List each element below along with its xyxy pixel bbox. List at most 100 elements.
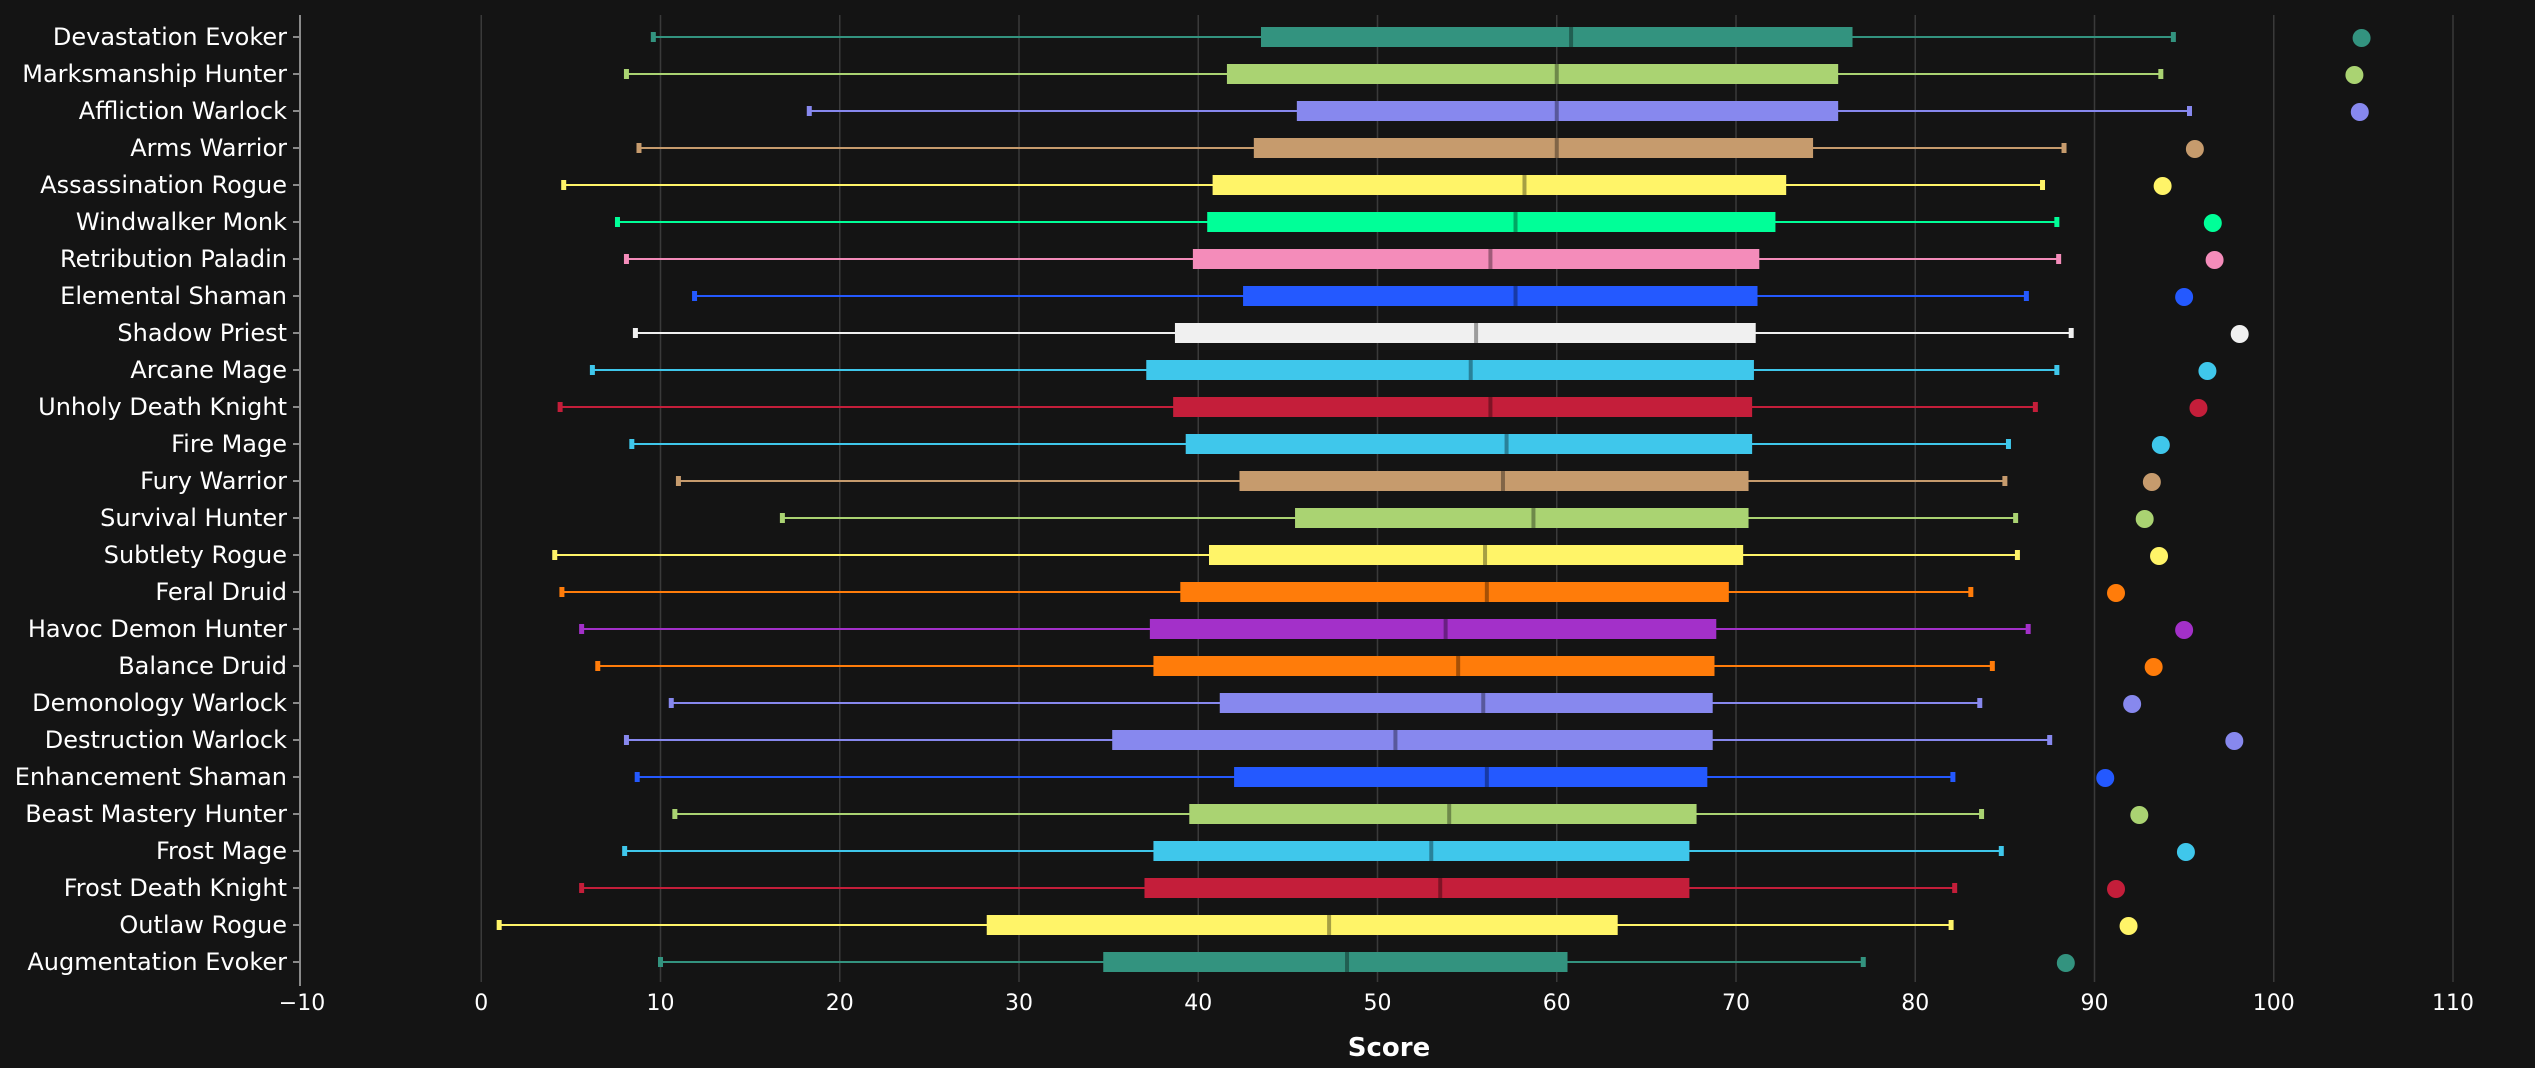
median-line <box>1474 323 1479 343</box>
category-label: Balance Druid <box>118 652 287 680</box>
category-label: Retribution Paladin <box>60 245 287 273</box>
top-score-point <box>2345 66 2364 84</box>
whisker-min-cap <box>622 846 628 856</box>
whisker-max-cap <box>1860 957 1866 967</box>
box-row: Arms Warrior <box>130 134 2204 162</box>
iqr-box <box>1209 545 1744 565</box>
category-label: Survival Hunter <box>100 504 287 532</box>
iqr-box <box>1189 804 1697 824</box>
box-series: Devastation Evoker Marksmanship Hunter Aff… <box>15 23 2371 976</box>
box-row: Fury Warrior <box>140 467 2161 495</box>
x-tick-label: 10 <box>647 991 675 1016</box>
whisker-min-cap <box>623 69 629 79</box>
median-line <box>1488 249 1493 269</box>
whisker-min-cap <box>672 809 678 819</box>
median-line <box>1554 101 1559 121</box>
whisker-min-cap <box>650 32 656 42</box>
x-tick-label: 20 <box>826 991 854 1016</box>
median-line <box>1554 138 1559 158</box>
box-row: Unholy Death Knight <box>38 393 2208 421</box>
top-score-point <box>2123 695 2142 713</box>
whisker-max-cap <box>1968 587 1974 597</box>
category-label: Marksmanship Hunter <box>22 60 287 88</box>
whisker-min-cap <box>675 476 681 486</box>
top-score-point <box>2096 769 2115 787</box>
top-score-point <box>2189 399 2208 417</box>
x-axis-title: Score <box>1348 1033 1430 1063</box>
iqr-box <box>1173 397 1753 417</box>
whisker-min-cap <box>579 624 585 634</box>
iqr-box <box>1185 434 1753 454</box>
category-label: Shadow Priest <box>117 319 287 347</box>
whisker-min-cap <box>559 587 565 597</box>
iqr-box <box>1153 656 1715 676</box>
box-row: Balance Druid <box>118 652 2163 680</box>
x-tick-label: 30 <box>1005 991 1033 1016</box>
top-score-point <box>2144 658 2163 676</box>
top-score-point <box>2107 880 2126 898</box>
median-line <box>1484 767 1489 787</box>
category-label: Arcane Mage <box>130 356 287 384</box>
category-label: Devastation Evoker <box>53 23 287 51</box>
x-tick-label: 50 <box>1364 991 1392 1016</box>
iqr-box <box>1144 878 1690 898</box>
top-score-point <box>2230 325 2249 343</box>
top-score-point <box>2151 436 2170 454</box>
whisker-min-cap <box>636 143 642 153</box>
whisker-max-cap <box>2158 69 2164 79</box>
whisker-max-cap <box>2170 32 2176 42</box>
category-label: Fury Warrior <box>140 467 287 495</box>
iqr-box <box>1226 64 1839 84</box>
x-tick-label: 100 <box>2253 991 2295 1016</box>
category-label: Elemental Shaman <box>60 282 287 310</box>
iqr-box <box>1212 175 1787 195</box>
whisker-min-cap <box>623 254 629 264</box>
x-tick-label: 60 <box>1543 991 1571 1016</box>
category-label: Destruction Warlock <box>45 726 287 754</box>
whisker-min-cap <box>634 772 640 782</box>
top-score-point <box>2225 732 2244 750</box>
category-label: Feral Druid <box>155 578 287 606</box>
whisker-max-cap <box>1948 920 1954 930</box>
box-row: Outlaw Rogue <box>119 911 2138 939</box>
x-tick-label: 110 <box>2432 991 2474 1016</box>
category-label: Windwalker Monk <box>76 208 287 236</box>
box-row: Enhancement Shaman <box>15 763 2115 791</box>
box-row: Shadow Priest <box>117 319 2249 347</box>
whisker-min-cap <box>579 883 585 893</box>
median-line <box>1438 878 1443 898</box>
iqr-box <box>986 915 1618 935</box>
whisker-max-cap <box>2054 365 2060 375</box>
whisker-min-cap <box>561 180 567 190</box>
whisker-min-cap <box>668 698 674 708</box>
whisker-max-cap <box>1998 846 2004 856</box>
whisker-max-cap <box>2023 291 2029 301</box>
top-score-point <box>2175 288 2194 306</box>
median-line <box>1554 64 1559 84</box>
box-row: Augmentation Evoker <box>27 948 2075 976</box>
category-label: Affliction Warlock <box>79 97 287 125</box>
whisker-max-cap <box>2187 106 2193 116</box>
whisker-max-cap <box>2047 735 2053 745</box>
iqr-box <box>1146 360 1754 380</box>
box-row: Demonology Warlock <box>32 689 2142 717</box>
x-tick-label: 40 <box>1184 991 1212 1016</box>
iqr-box <box>1174 323 1756 343</box>
median-line <box>1484 582 1489 602</box>
top-score-point <box>2185 140 2204 158</box>
whisker-max-cap <box>2040 180 2046 190</box>
whisker-max-cap <box>2013 513 2019 523</box>
category-label: Augmentation Evoker <box>27 948 287 976</box>
median-line <box>1531 508 1536 528</box>
whisker-max-cap <box>2005 439 2011 449</box>
top-score-point <box>2142 473 2161 491</box>
iqr-box <box>1192 249 1760 269</box>
box-row: Assassination Rogue <box>40 171 2172 199</box>
category-label: Outlaw Rogue <box>119 911 287 939</box>
median-line <box>1513 286 1518 306</box>
top-score-point <box>2205 251 2224 269</box>
box-row: Havoc Demon Hunter <box>28 615 2194 643</box>
top-score-point <box>2352 29 2371 47</box>
